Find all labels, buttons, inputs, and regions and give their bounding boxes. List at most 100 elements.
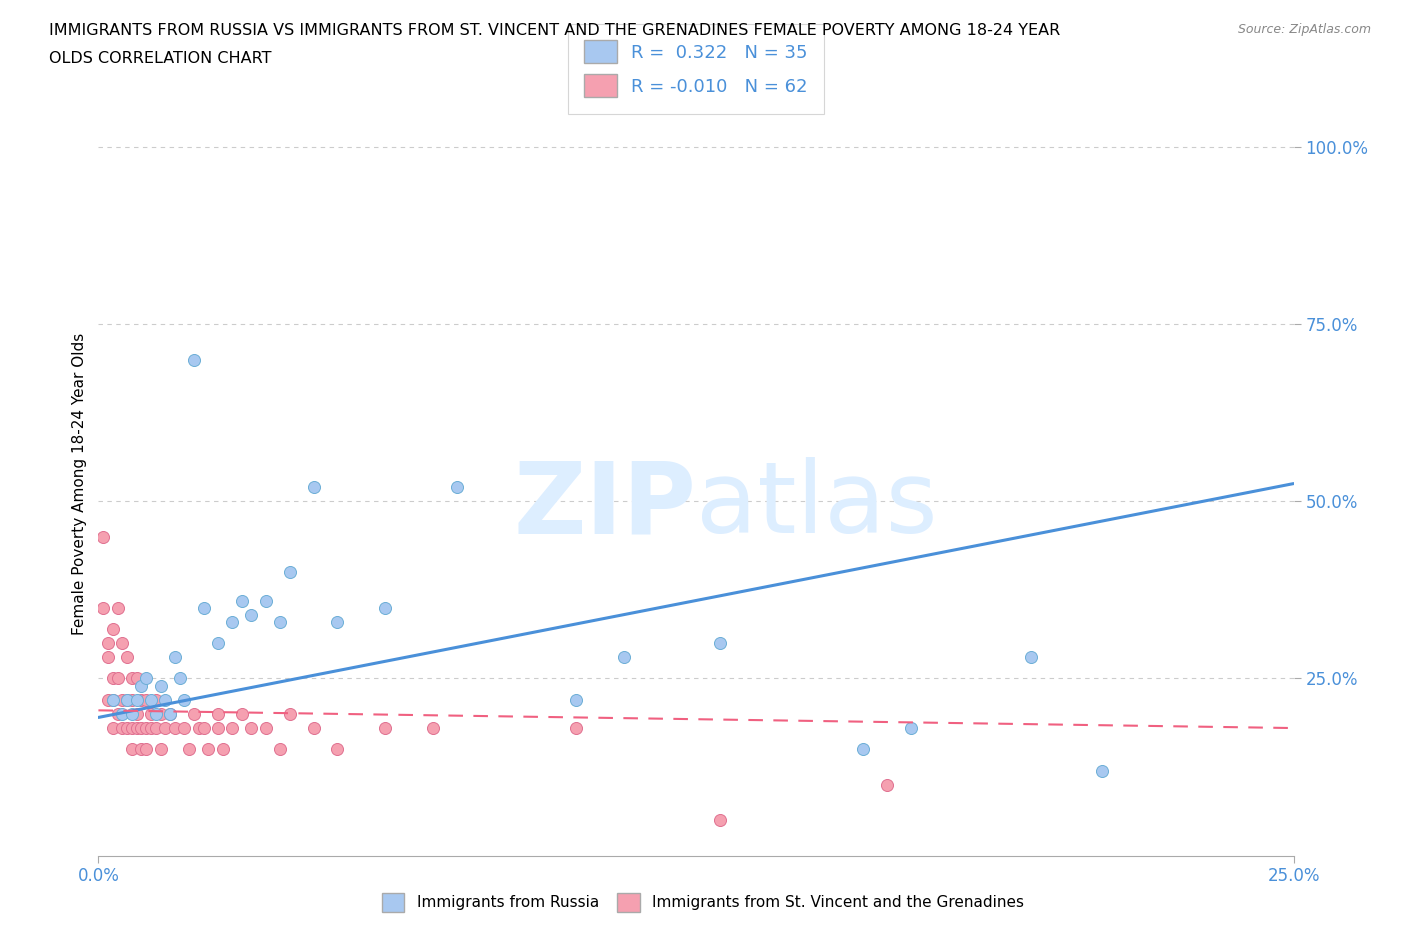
- Point: [135, 721, 157, 736]
- Point: [278, 565, 301, 579]
- Point: [565, 721, 588, 736]
- Point: [211, 742, 233, 757]
- Point: [111, 707, 134, 722]
- Point: [155, 692, 177, 707]
- Point: [207, 721, 229, 736]
- Point: [422, 721, 444, 736]
- Point: [115, 650, 138, 665]
- Point: [709, 813, 731, 828]
- Point: [326, 615, 349, 630]
- Point: [1091, 764, 1114, 778]
- Text: IMMIGRANTS FROM RUSSIA VS IMMIGRANTS FROM ST. VINCENT AND THE GRENADINES FEMALE : IMMIGRANTS FROM RUSSIA VS IMMIGRANTS FRO…: [49, 23, 1060, 38]
- Point: [374, 721, 396, 736]
- Point: [107, 671, 129, 686]
- Legend: R =  0.322   N = 35, R = -0.010   N = 62: R = 0.322 N = 35, R = -0.010 N = 62: [568, 24, 824, 113]
- Point: [302, 721, 325, 736]
- Point: [145, 707, 167, 722]
- Y-axis label: Female Poverty Among 18-24 Year Olds: Female Poverty Among 18-24 Year Olds: [72, 333, 87, 635]
- Point: [131, 742, 153, 757]
- Point: [900, 721, 922, 736]
- Point: [173, 692, 195, 707]
- Point: [125, 692, 148, 707]
- Point: [125, 671, 148, 686]
- Point: [852, 742, 875, 757]
- Point: [115, 692, 138, 707]
- Point: [159, 707, 181, 722]
- Point: [193, 600, 215, 615]
- Point: [97, 650, 120, 665]
- Point: [131, 692, 153, 707]
- Point: [565, 692, 588, 707]
- Point: [221, 721, 243, 736]
- Point: [254, 593, 277, 608]
- Point: [115, 721, 138, 736]
- Point: [613, 650, 636, 665]
- Point: [131, 678, 153, 693]
- Point: [163, 650, 186, 665]
- Point: [193, 721, 215, 736]
- Point: [207, 707, 229, 722]
- Point: [101, 671, 124, 686]
- Point: [179, 742, 201, 757]
- Point: [111, 721, 134, 736]
- Point: [183, 352, 205, 367]
- Text: atlas: atlas: [696, 458, 938, 554]
- Point: [278, 707, 301, 722]
- Point: [207, 635, 229, 650]
- Point: [876, 777, 898, 792]
- Point: [231, 593, 253, 608]
- Point: [101, 692, 124, 707]
- Point: [149, 678, 172, 693]
- Point: [326, 742, 349, 757]
- Point: [155, 721, 177, 736]
- Point: [101, 721, 124, 736]
- Point: [131, 721, 153, 736]
- Point: [302, 480, 325, 495]
- Text: ZIP: ZIP: [513, 458, 696, 554]
- Point: [101, 621, 124, 636]
- Point: [139, 707, 162, 722]
- Point: [135, 671, 157, 686]
- Point: [139, 692, 162, 707]
- Point: [187, 721, 209, 736]
- Point: [125, 707, 148, 722]
- Point: [163, 721, 186, 736]
- Point: [145, 692, 167, 707]
- Point: [173, 721, 195, 736]
- Point: [91, 600, 114, 615]
- Point: [197, 742, 219, 757]
- Point: [121, 721, 143, 736]
- Text: Source: ZipAtlas.com: Source: ZipAtlas.com: [1237, 23, 1371, 36]
- Point: [159, 707, 181, 722]
- Point: [254, 721, 277, 736]
- Point: [139, 721, 162, 736]
- Point: [111, 692, 134, 707]
- Point: [101, 692, 124, 707]
- Point: [97, 635, 120, 650]
- Point: [169, 671, 191, 686]
- Point: [121, 692, 143, 707]
- Point: [149, 742, 172, 757]
- Point: [121, 707, 143, 722]
- Point: [121, 671, 143, 686]
- Text: OLDS CORRELATION CHART: OLDS CORRELATION CHART: [49, 51, 271, 66]
- Point: [107, 600, 129, 615]
- Point: [107, 707, 129, 722]
- Point: [135, 692, 157, 707]
- Point: [446, 480, 468, 495]
- Point: [97, 692, 120, 707]
- Point: [135, 742, 157, 757]
- Point: [115, 692, 138, 707]
- Point: [91, 529, 114, 544]
- Point: [374, 600, 396, 615]
- Point: [111, 635, 134, 650]
- Point: [1019, 650, 1042, 665]
- Point: [269, 742, 291, 757]
- Point: [240, 721, 263, 736]
- Point: [145, 721, 167, 736]
- Point: [183, 707, 205, 722]
- Point: [221, 615, 243, 630]
- Legend: Immigrants from Russia, Immigrants from St. Vincent and the Grenadines: Immigrants from Russia, Immigrants from …: [375, 887, 1031, 918]
- Point: [240, 607, 263, 622]
- Point: [709, 635, 731, 650]
